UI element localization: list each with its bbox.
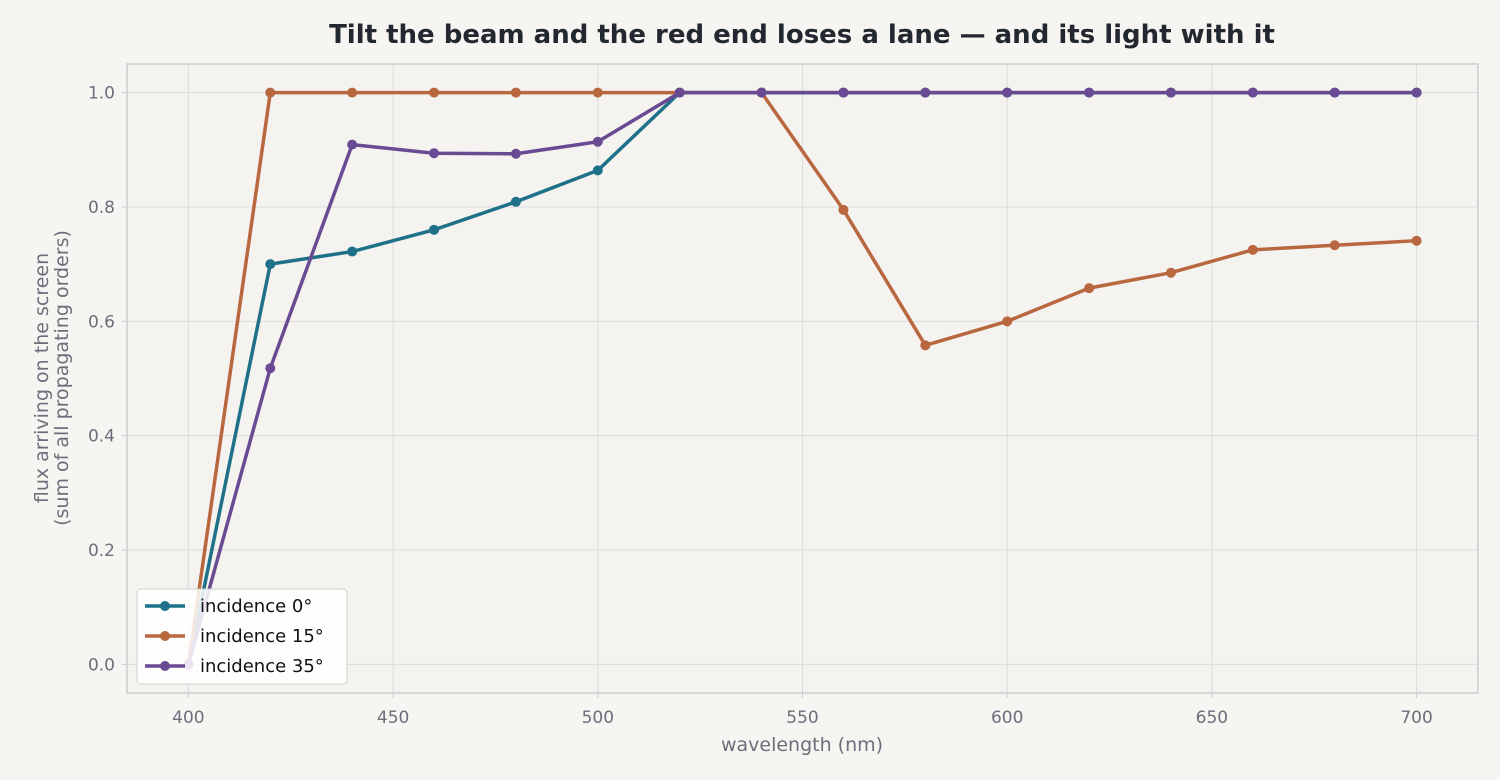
- data-point: [592, 87, 603, 98]
- data-point: [592, 165, 603, 176]
- legend-label: incidence 0°: [200, 596, 312, 617]
- x-tick-label: 400: [172, 708, 204, 728]
- data-point: [265, 259, 276, 270]
- legend-marker: [160, 631, 170, 641]
- data-point: [347, 87, 358, 98]
- data-point: [510, 87, 521, 98]
- data-point: [1329, 87, 1340, 98]
- x-tick-label: 450: [377, 708, 409, 728]
- data-point: [1247, 87, 1258, 98]
- series-line: [186, 90, 1419, 667]
- data-point: [1002, 316, 1013, 327]
- data-point: [429, 224, 440, 235]
- data-point: [1411, 235, 1422, 246]
- y-tick-label: 1.0: [88, 84, 115, 104]
- data-point: [347, 246, 358, 257]
- legend-item: incidence 0°: [145, 596, 312, 617]
- data-point: [920, 87, 931, 98]
- x-tick-label: 700: [1400, 708, 1432, 728]
- series-line: [186, 90, 1419, 667]
- y-axis-label-line-2: (sum of all propagating orders): [51, 230, 73, 526]
- legend: incidence 0° incidence 15° incidence 35°: [136, 588, 348, 685]
- data-point: [1411, 87, 1422, 98]
- x-tick-label: 500: [582, 708, 614, 728]
- x-tick-label: 650: [1196, 708, 1228, 728]
- y-tick-label: 0.4: [88, 427, 115, 447]
- ticks: 400 450 500 550 600 650 700 0.0 0.2 0.4 0.6 0.8 1.0: [88, 84, 1433, 728]
- y-axis-label: flux arriving on the screen (sum of all …: [31, 230, 73, 526]
- legend-label: incidence 35°: [200, 656, 324, 677]
- data-point: [1084, 87, 1095, 98]
- x-tick-label: 550: [786, 708, 818, 728]
- series-3: [183, 87, 1422, 670]
- data-point: [510, 148, 521, 159]
- chart-title: Tilt the beam and the red end loses a la…: [329, 20, 1275, 50]
- data-point: [347, 139, 358, 150]
- data-point: [265, 87, 276, 98]
- y-tick-label: 0.6: [88, 312, 115, 332]
- y-tick-label: 0.8: [88, 198, 115, 218]
- data-point: [1329, 240, 1340, 251]
- data-point: [1084, 283, 1095, 294]
- x-tick-label: 600: [991, 708, 1023, 728]
- data-point: [1247, 244, 1258, 255]
- data-point: [592, 136, 603, 147]
- data-point: [920, 340, 931, 351]
- legend-marker: [160, 661, 170, 671]
- legend-marker: [160, 601, 170, 611]
- data-point: [1165, 87, 1176, 98]
- data-point: [674, 87, 685, 98]
- legend-box: [136, 588, 348, 685]
- data-point: [838, 87, 849, 98]
- data-point: [429, 87, 440, 98]
- data-point: [265, 363, 276, 374]
- data-point: [1002, 87, 1013, 98]
- y-tick-label: 0.0: [88, 655, 115, 675]
- y-tick-label: 0.2: [88, 541, 115, 561]
- data-point: [838, 204, 849, 215]
- data-point: [510, 196, 521, 207]
- legend-item: incidence 15°: [145, 626, 324, 647]
- y-axis-label-line-1: flux arriving on the screen: [31, 253, 53, 503]
- data-point: [756, 87, 767, 98]
- series-layer: [183, 87, 1422, 670]
- legend-label: incidence 15°: [200, 626, 324, 647]
- legend-item: incidence 35°: [145, 656, 324, 677]
- data-point: [429, 148, 440, 159]
- x-axis-label: wavelength (nm): [721, 734, 883, 756]
- data-point: [1165, 267, 1176, 278]
